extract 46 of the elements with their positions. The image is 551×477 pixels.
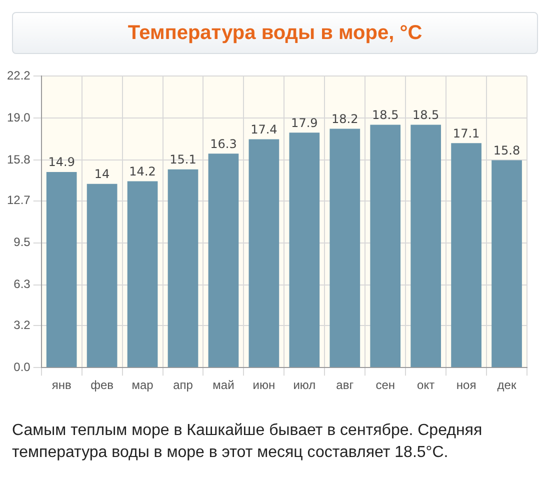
y-tick-label: 6.3 (14, 277, 31, 292)
data-label: 17.9 (291, 116, 318, 130)
data-label: 15.8 (493, 143, 520, 158)
bar (289, 132, 320, 368)
data-label: 16.3 (210, 136, 237, 151)
data-label: 17.1 (452, 126, 480, 140)
x-tick-label: сен (376, 378, 396, 392)
x-tick-label: янв (52, 378, 72, 392)
y-tick-label: 3.2 (14, 318, 31, 332)
y-tick-label: 19.0 (6, 110, 31, 125)
bar (330, 128, 360, 368)
data-label: 15.1 (170, 152, 196, 167)
chart-title: Температура воды в море, °C (12, 12, 538, 54)
bar (208, 154, 239, 368)
y-tick-label: 0.0 (14, 360, 31, 374)
y-tick-label: 22.2 (6, 68, 31, 83)
bar (410, 124, 441, 368)
bar (127, 181, 158, 368)
y-tick-label: 12.7 (6, 193, 31, 208)
x-tick-label: дек (497, 378, 517, 392)
x-tick-label: окт (417, 378, 436, 392)
bar (46, 172, 77, 368)
bar (451, 143, 482, 368)
data-label: 14.9 (48, 155, 75, 170)
x-tick-label: ноя (456, 378, 476, 392)
y-tick-label: 15.8 (6, 152, 31, 167)
data-label: 18.5 (412, 108, 440, 122)
data-label: 14 (94, 166, 110, 181)
x-tick-label: авг (336, 378, 354, 392)
x-tick-label: мар (132, 378, 154, 392)
y-tick-label: 9.5 (14, 235, 31, 250)
data-label: 17.4 (250, 122, 278, 136)
bar (248, 139, 280, 368)
data-label: 18.2 (332, 112, 358, 126)
bar (168, 169, 198, 368)
x-tick-label: май (212, 378, 234, 392)
bar (370, 124, 401, 368)
x-tick-label: фев (90, 378, 114, 392)
data-label: 18.5 (372, 108, 399, 122)
x-tick-label: апр (173, 378, 194, 392)
data-label: 14.2 (129, 164, 156, 178)
text: Самым теплым море в Кашкайше бывает в сентябре. Средняя температура воды в море в этот месяц составляет 18.5°C. (12, 421, 484, 463)
bar (492, 160, 522, 368)
bar (86, 184, 118, 368)
x-tick-label: июн (252, 378, 276, 392)
x-tick-label: июл (293, 378, 316, 392)
